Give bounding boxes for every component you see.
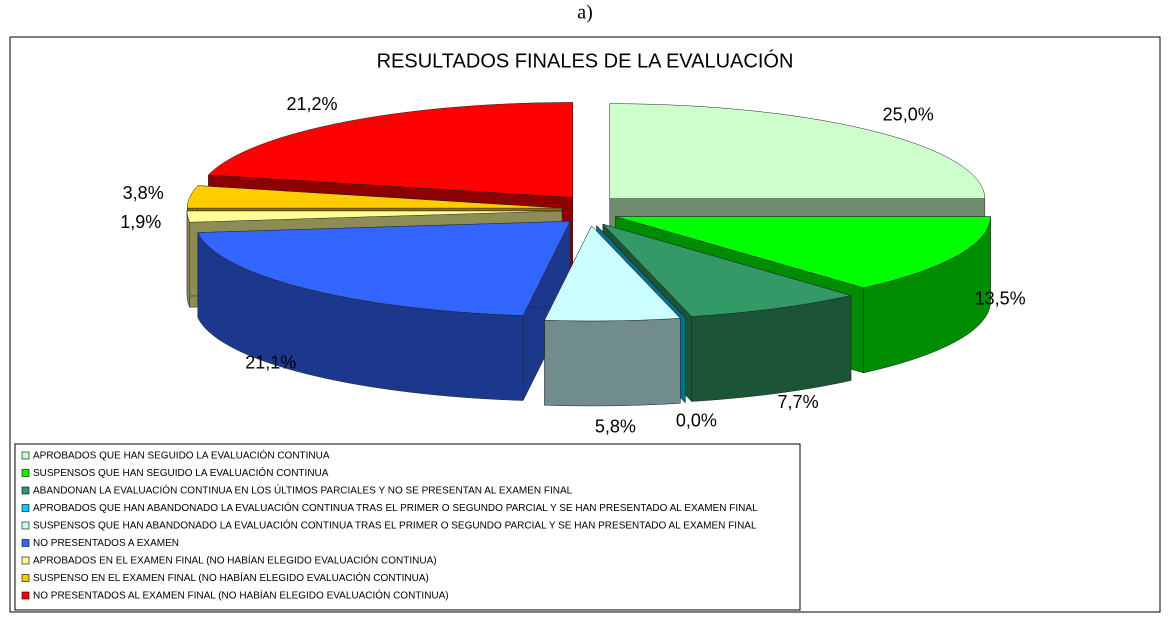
data-label: 7,7% <box>778 392 819 412</box>
data-label: 0,0% <box>676 411 717 431</box>
legend-label: NO PRESENTADOS AL EXAMEN FINAL (NO HABÍA… <box>33 589 449 602</box>
slice <box>544 225 681 322</box>
slice <box>186 210 563 223</box>
legend-label: ABANDONAN LA EVALUACIÓN CONTINUA EN LOS … <box>33 484 573 497</box>
legend-swatch <box>21 556 30 565</box>
legend-swatch <box>21 574 30 582</box>
legend-swatch <box>21 591 30 600</box>
legend-label: NO PRESENTADOS A EXAMEN <box>33 538 179 549</box>
slice-wall <box>186 210 190 308</box>
chart-frame <box>9 36 1161 613</box>
data-label: 21,2% <box>286 94 337 114</box>
legend-label: SUSPENSOS QUE HAN ABANDONADO LA EVALUACI… <box>33 519 757 532</box>
slice <box>596 225 686 319</box>
legend-swatch <box>21 469 30 477</box>
legend-swatch <box>21 521 30 530</box>
legend-swatch <box>21 451 30 460</box>
legend-box <box>14 443 801 611</box>
legend-label: SUSPENSO EN EL EXAMEN FINAL (NO HABÍAN E… <box>33 571 429 584</box>
data-label: 3,8% <box>123 183 164 203</box>
legend-label: APROBADOS QUE HAN ABANDONADO LA EVALUACI… <box>33 501 758 514</box>
slice <box>207 102 573 198</box>
slice <box>615 216 991 289</box>
data-label: 13,5% <box>975 288 1026 308</box>
data-label: 25,0% <box>883 105 934 125</box>
legend-label: APROBADOS QUE HAN SEGUIDO LA EVALUACIÓN … <box>33 449 330 462</box>
legend-swatch <box>21 486 30 495</box>
slice-wall <box>544 318 681 407</box>
legend-swatch <box>21 504 30 512</box>
legend-label: SUSPENSOS QUE HAN SEGUIDO LA EVALUACIÓN … <box>33 466 329 479</box>
slice <box>609 103 986 199</box>
data-label: 21,1% <box>245 352 296 372</box>
slice <box>186 185 563 209</box>
slice <box>197 221 571 316</box>
data-label: 1,9% <box>120 212 161 232</box>
caption: a) <box>577 2 593 24</box>
data-label: 5,8% <box>595 416 636 436</box>
legend-label: APROBADOS EN EL EXAMEN FINAL (NO HABÍAN … <box>33 554 437 567</box>
chart-title: RESULTADOS FINALES DE LA EVALUACIÓN <box>377 49 794 72</box>
legend-swatch <box>21 539 30 547</box>
slice <box>602 223 852 317</box>
